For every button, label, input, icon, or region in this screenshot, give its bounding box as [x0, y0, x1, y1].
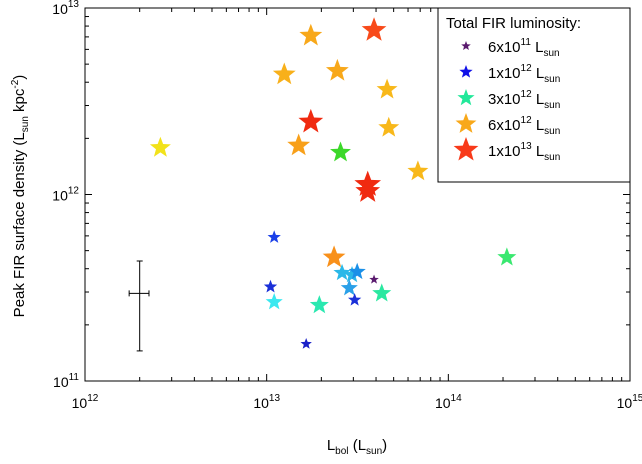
legend-entry-label: 6x1011 Lsun: [488, 37, 560, 59]
y-tick-label: 1011: [53, 372, 79, 390]
data-point: [348, 262, 366, 280]
data-point: [369, 274, 379, 284]
data-point: [378, 116, 400, 137]
x-tick-label: 1014: [435, 393, 462, 411]
data-point: [325, 58, 349, 81]
y-tick-label: 1013: [52, 0, 79, 17]
x-axis-label: Lbol (Lsun): [327, 437, 387, 457]
legend-marker: [459, 65, 473, 78]
legend: Total FIR luminosity: 6x1011 Lsun 1x1012 …: [437, 7, 631, 183]
x-tick-label: 1015: [617, 393, 642, 411]
data-point: [355, 178, 381, 202]
data-points: [149, 17, 517, 349]
data-point: [497, 247, 517, 266]
legend-entry-label: 6x1012 Lsun: [488, 115, 560, 137]
x-tick-label: 1013: [253, 393, 280, 411]
data-point: [287, 133, 311, 156]
data-point: [330, 141, 351, 162]
data-point: [149, 136, 171, 157]
data-point: [298, 108, 324, 133]
data-point: [272, 62, 296, 85]
axis-tick-labels: 1012 1013 1014 1015 1011 1012 1013: [52, 0, 642, 411]
data-point: [372, 283, 392, 302]
legend-marker: [455, 113, 477, 133]
data-point: [340, 279, 358, 296]
data-point: [309, 295, 329, 314]
data-point: [361, 17, 387, 41]
y-axis-label: Peak FIR surface density (Lsun kpc-2): [10, 75, 31, 318]
legend-entry-label: 1x1012 Lsun: [488, 63, 560, 85]
data-point: [300, 337, 312, 349]
data-point: [299, 23, 323, 46]
error-bar: [128, 260, 150, 352]
data-point: [322, 245, 346, 268]
legend-entry-label: 3x1012 Lsun: [488, 89, 560, 111]
data-point: [343, 266, 361, 283]
legend-marker: [453, 137, 479, 161]
legend-entry-label: 1x1013 Lsun: [488, 141, 560, 163]
data-point: [333, 263, 351, 281]
legend-marker: [457, 89, 475, 106]
x-tick-label: 1012: [72, 393, 99, 411]
legend-marker: [461, 41, 471, 51]
data-point: [407, 160, 429, 181]
data-point: [263, 279, 278, 293]
data-point: [265, 293, 283, 310]
data-point: [267, 230, 281, 243]
y-tick-label: 1012: [52, 186, 79, 204]
legend-entries: 6x1011 Lsun 1x1012 Lsun 3x1012 Lsun 6x1012 …: [453, 37, 560, 163]
data-point: [347, 292, 362, 306]
data-point: [376, 78, 398, 99]
legend-title: Total FIR luminosity:: [446, 15, 581, 32]
